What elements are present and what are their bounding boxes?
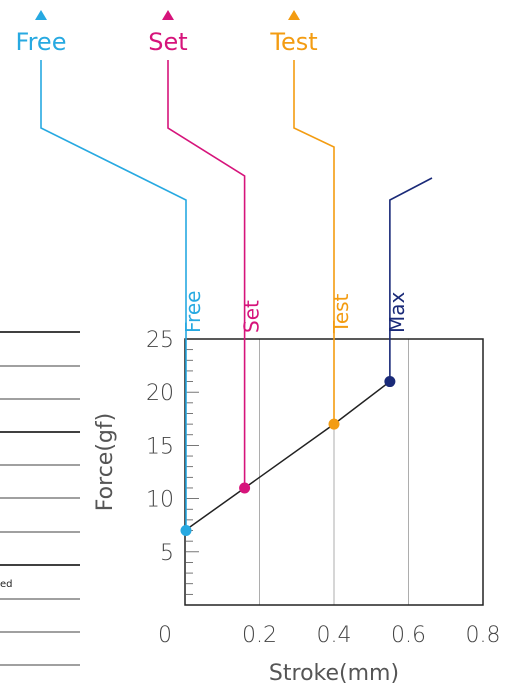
y-tick-labels: 5 10 15 20 25 <box>146 328 174 566</box>
data-point-max <box>384 376 396 388</box>
y-tick-label: 25 <box>146 328 174 353</box>
point-label-free: Free <box>181 291 205 333</box>
arrow-up-icon <box>288 10 300 20</box>
data-point-free <box>180 525 192 537</box>
point-label-test: Test <box>329 293 353 334</box>
table-note: ed <box>0 579 13 590</box>
leader-line-set <box>167 60 246 488</box>
leader-lines: Free Free Set Set Test Test Max <box>16 10 433 531</box>
x-tick-labels: 0 0.2 0.4 0.6 0.8 <box>158 623 501 648</box>
leader-line-max <box>389 177 433 382</box>
x-tick-label: 0.8 <box>466 623 501 648</box>
data-point-set <box>239 482 251 494</box>
x-tick-label: 0 <box>158 623 172 648</box>
leader-line-free <box>40 60 187 531</box>
y-tick-label: 10 <box>146 488 174 513</box>
x-tick-label: 0.4 <box>317 623 352 648</box>
top-label-free: Free <box>16 28 67 56</box>
top-label-test: Test <box>269 28 317 56</box>
x-tick-label: 0.6 <box>391 623 426 648</box>
data-points <box>180 376 396 537</box>
y-tick-label: 5 <box>160 541 174 566</box>
y-minor-ticks <box>185 349 199 595</box>
leader-line-test <box>293 60 335 425</box>
y-tick-label: 20 <box>146 381 174 406</box>
y-axis-title: Force(gf) <box>93 413 118 511</box>
point-label-set: Set <box>240 300 264 333</box>
top-label-set: Set <box>148 28 187 56</box>
x-axis-title: Stroke(mm) <box>269 661 399 686</box>
arrow-up-icon <box>35 10 47 20</box>
x-tick-label: 0.2 <box>242 623 277 648</box>
y-tick-label: 15 <box>146 434 174 459</box>
point-label-max: Max <box>385 291 409 333</box>
data-point-test <box>328 418 340 430</box>
arrow-up-icon <box>162 10 174 20</box>
table-fragment: ed <box>0 331 80 666</box>
series-line <box>184 380 391 532</box>
